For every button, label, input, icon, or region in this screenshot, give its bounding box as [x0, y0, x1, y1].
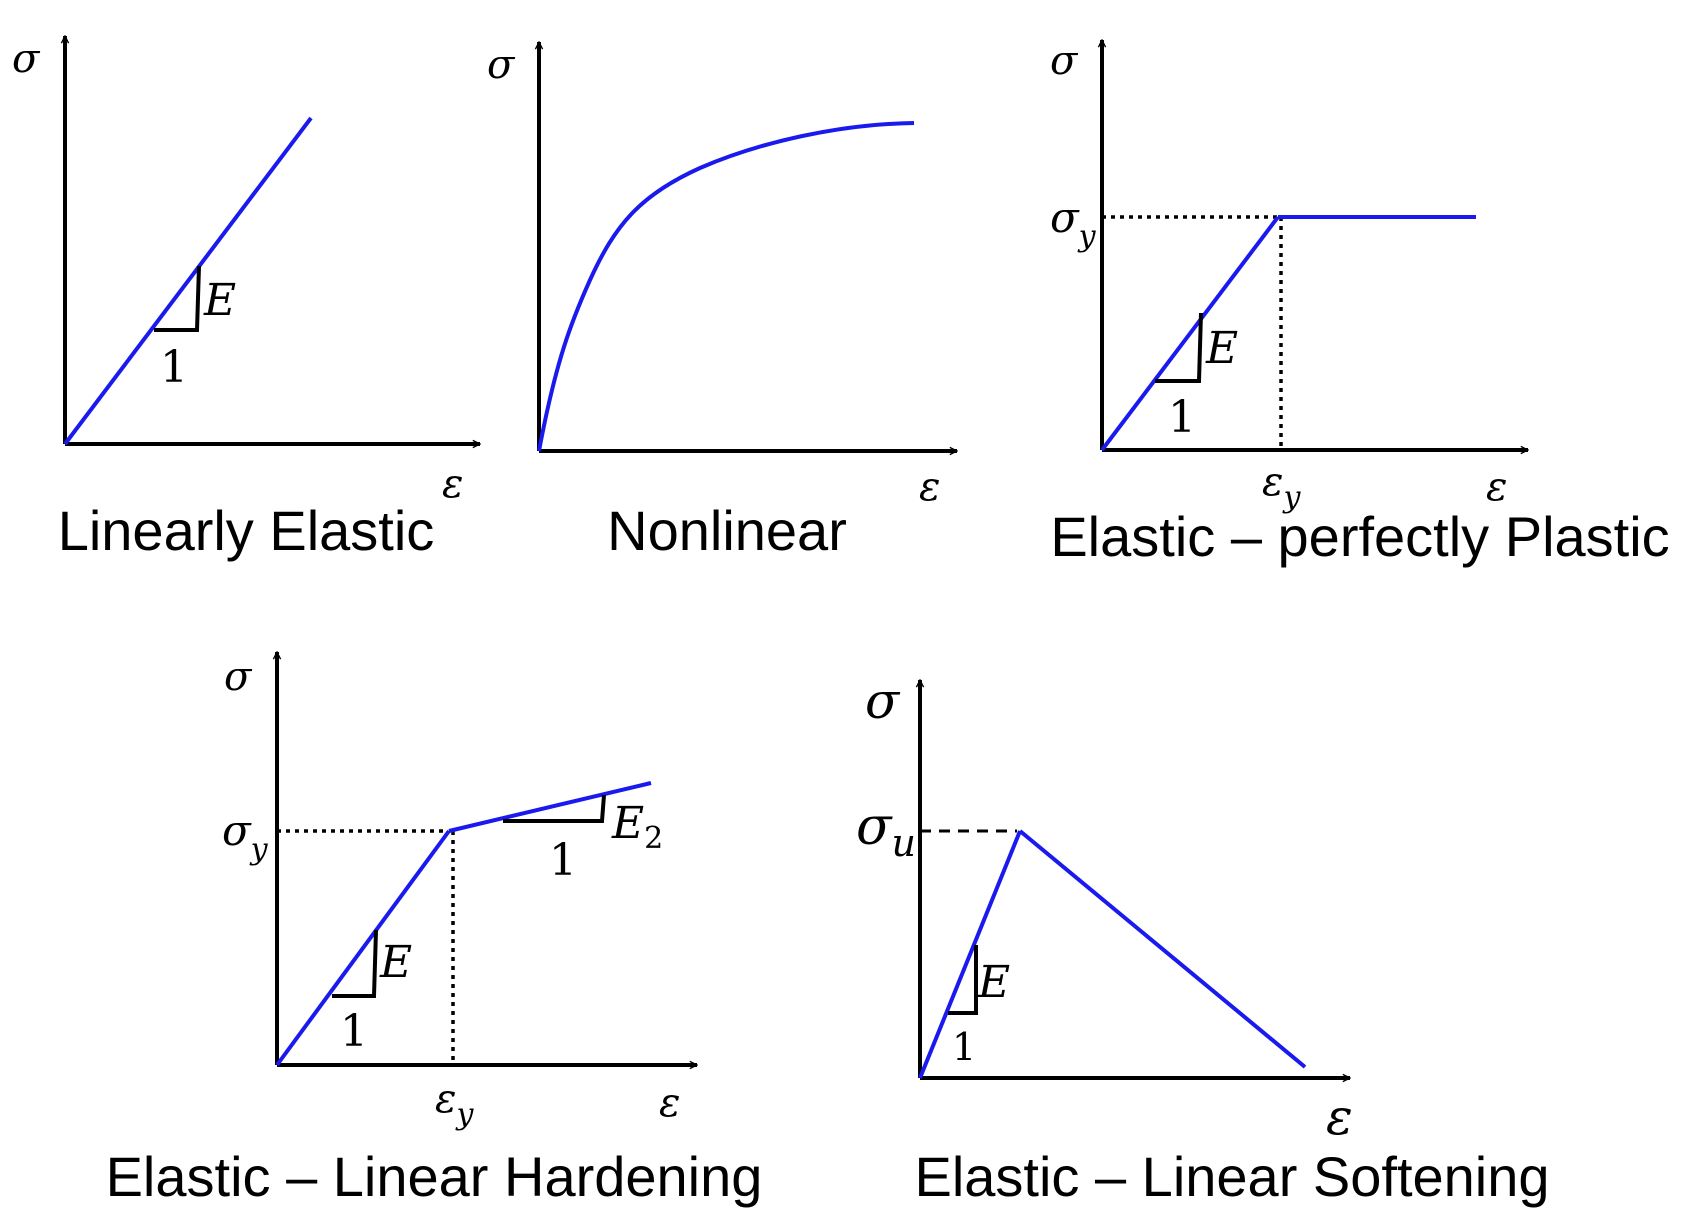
panel-linear-elastic: σ ε E 1 Linearly Elastic	[12, 36, 480, 562]
yield-stress-label: σy	[222, 806, 269, 867]
x-axis-label-epsilon: ε	[442, 461, 463, 507]
slope-label-one: 1	[160, 342, 188, 393]
panel-caption: Nonlinear	[607, 499, 847, 562]
yield-strain-label: εy	[1262, 459, 1301, 515]
slope-label-e: E	[977, 957, 1010, 1008]
hardening-slope-label-one: 1	[549, 835, 577, 886]
elastic-line	[63, 116, 313, 446]
nonlinear-curve	[537, 121, 915, 452]
y-axis-label-sigma: σ	[487, 42, 516, 88]
hardening-segment	[448, 781, 652, 833]
y-axis-label-sigma: σ	[12, 36, 41, 82]
slope-label-one: 1	[1168, 392, 1196, 443]
softening-segment	[1018, 829, 1307, 1069]
x-axis-label-epsilon: ε	[1486, 464, 1507, 510]
slope-triangle-hardening	[503, 794, 606, 823]
panel-caption: Elastic – Linear Hardening	[106, 1145, 763, 1208]
slope-label-e: E	[1205, 323, 1238, 374]
x-axis-label-epsilon: ε	[1326, 1088, 1353, 1146]
panel-caption: Linearly Elastic	[58, 499, 435, 562]
elastic-segment	[1100, 215, 1280, 452]
y-axis-label-sigma: σ	[1050, 38, 1079, 84]
panel-elastic-linear-softening: σ ε E 1 σu Elastic – Linear Softening	[856, 672, 1550, 1208]
panel-caption: Elastic – Linear Softening	[914, 1145, 1549, 1208]
panel-nonlinear: σ ε Nonlinear	[487, 42, 957, 562]
slope-label-e: E	[379, 937, 412, 988]
slope-label-one: 1	[952, 1025, 976, 1069]
y-axis-label-sigma: σ	[865, 672, 901, 730]
panel-caption: Elastic – perfectly Plastic	[1050, 505, 1669, 568]
hardening-slope-label: E2	[611, 798, 663, 856]
elastic-segment	[918, 830, 1022, 1079]
slope-triangle	[154, 265, 201, 332]
ultimate-stress-label: σu	[856, 797, 916, 865]
slope-triangle-elastic	[332, 929, 378, 998]
yield-stress-label: σy	[1050, 193, 1097, 254]
slope-triangle	[1155, 312, 1203, 383]
x-axis-label-epsilon: ε	[659, 1080, 680, 1126]
x-axis-label-epsilon: ε	[919, 464, 940, 510]
y-axis-label-sigma: σ	[224, 654, 253, 700]
elastic-segment	[275, 829, 451, 1067]
slope-triangle	[948, 945, 978, 1015]
slope-label-one: 1	[340, 1006, 368, 1057]
slope-label-e: E	[203, 275, 236, 326]
panel-elastic-perfectly-plastic: σ ε E 1 σy εy Elastic – perfectly Plasti…	[1050, 38, 1670, 568]
yield-strain-label: εy	[435, 1076, 474, 1132]
panel-elastic-linear-hardening: σ ε E 1 E2 1 σy εy Elastic – Linear Hard…	[106, 652, 763, 1208]
